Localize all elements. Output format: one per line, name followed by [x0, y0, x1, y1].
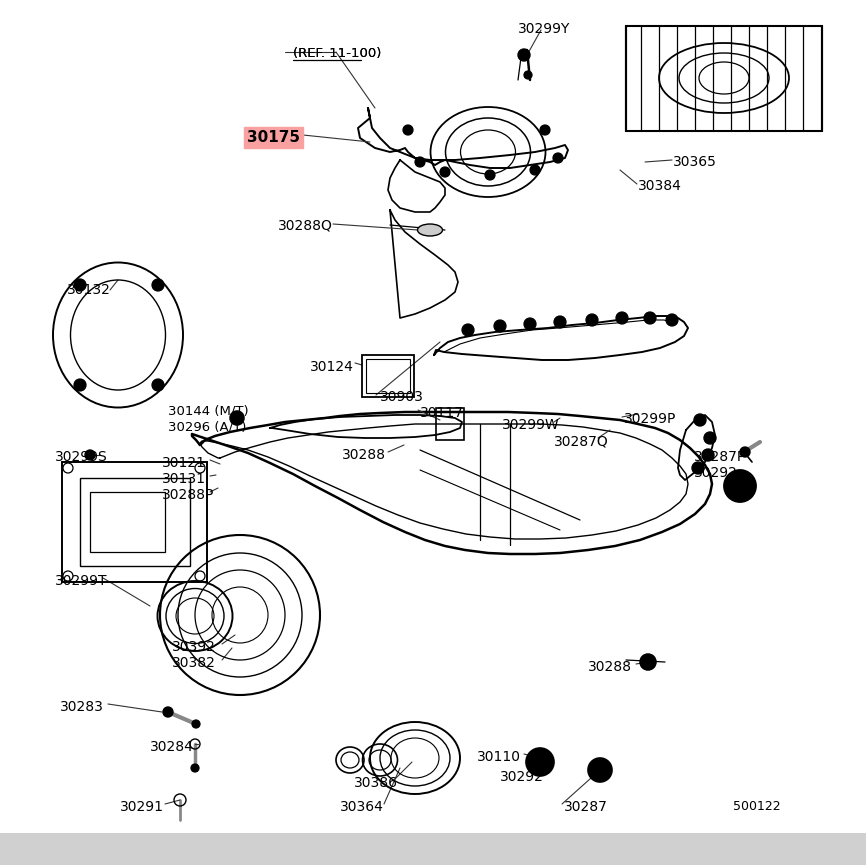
Text: 30299P: 30299P [624, 412, 676, 426]
Circle shape [192, 720, 200, 728]
Circle shape [526, 748, 554, 776]
Circle shape [640, 654, 656, 670]
Circle shape [694, 414, 706, 426]
Circle shape [524, 71, 532, 79]
Circle shape [530, 165, 540, 175]
Circle shape [644, 312, 656, 324]
Text: 30291: 30291 [120, 800, 164, 814]
Text: 30299W: 30299W [502, 418, 559, 432]
Text: 30384: 30384 [638, 179, 682, 193]
Text: 30392: 30392 [172, 640, 216, 654]
Text: 30365: 30365 [673, 155, 717, 169]
Circle shape [702, 449, 714, 461]
Circle shape [553, 153, 563, 163]
Circle shape [191, 764, 199, 772]
Text: 30299T: 30299T [55, 574, 107, 588]
Circle shape [415, 157, 425, 167]
Bar [366, 359, 410, 393]
Bar [80, 478, 190, 566]
Text: (REF. 11-100): (REF. 11-100) [293, 47, 381, 60]
Circle shape [692, 462, 704, 474]
Text: 30284: 30284 [150, 740, 194, 754]
Circle shape [485, 170, 495, 180]
Text: 30299S: 30299S [55, 450, 107, 464]
Bar [0, 833, 866, 865]
Circle shape [586, 314, 598, 326]
Text: 30110: 30110 [477, 750, 521, 764]
Text: 30117: 30117 [420, 406, 464, 420]
Circle shape [74, 279, 86, 291]
Text: (REF. 11-100): (REF. 11-100) [293, 47, 381, 60]
Circle shape [230, 411, 244, 425]
Bar [626, 26, 822, 131]
Text: 30296 (A/T): 30296 (A/T) [168, 420, 246, 433]
Circle shape [540, 125, 550, 135]
Circle shape [152, 279, 164, 291]
Circle shape [403, 125, 413, 135]
Circle shape [518, 49, 530, 61]
Text: 500122: 500122 [733, 800, 780, 813]
Text: 30292: 30292 [500, 770, 544, 784]
Text: 30283: 30283 [60, 700, 104, 714]
Text: 30288P: 30288P [162, 488, 215, 502]
Circle shape [440, 167, 450, 177]
Text: 30288Q: 30288Q [278, 218, 333, 232]
Circle shape [494, 320, 506, 332]
Circle shape [554, 316, 566, 328]
Circle shape [616, 312, 628, 324]
Text: 30386: 30386 [354, 776, 398, 790]
Circle shape [724, 470, 756, 502]
Text: 30287: 30287 [564, 800, 608, 814]
Circle shape [524, 318, 536, 330]
Text: 30287P: 30287P [694, 450, 746, 464]
Text: 30299Y: 30299Y [518, 22, 571, 36]
Text: 30124: 30124 [310, 360, 354, 374]
Text: 30288: 30288 [342, 448, 386, 462]
Circle shape [462, 324, 474, 336]
Text: 30364: 30364 [340, 800, 384, 814]
Bar [362, 355, 414, 397]
Bar [90, 492, 165, 552]
Circle shape [152, 379, 164, 391]
Circle shape [588, 758, 612, 782]
Circle shape [74, 379, 86, 391]
Bar [62, 462, 207, 582]
Text: 30132: 30132 [67, 283, 111, 297]
Text: 30292: 30292 [694, 466, 738, 480]
Text: 30288: 30288 [588, 660, 632, 674]
Circle shape [666, 314, 678, 326]
Text: 30144 (M/T): 30144 (M/T) [168, 404, 249, 417]
Text: 30131: 30131 [162, 472, 206, 486]
Circle shape [740, 447, 750, 457]
Circle shape [85, 450, 95, 460]
Bar [436, 408, 464, 440]
Text: 30903: 30903 [380, 390, 423, 404]
Text: 30175: 30175 [247, 130, 300, 145]
Ellipse shape [417, 224, 443, 236]
Text: 30121: 30121 [162, 456, 206, 470]
Circle shape [163, 707, 173, 717]
Circle shape [704, 432, 716, 444]
Text: 30287Q: 30287Q [554, 434, 609, 448]
Text: 30382: 30382 [172, 656, 216, 670]
